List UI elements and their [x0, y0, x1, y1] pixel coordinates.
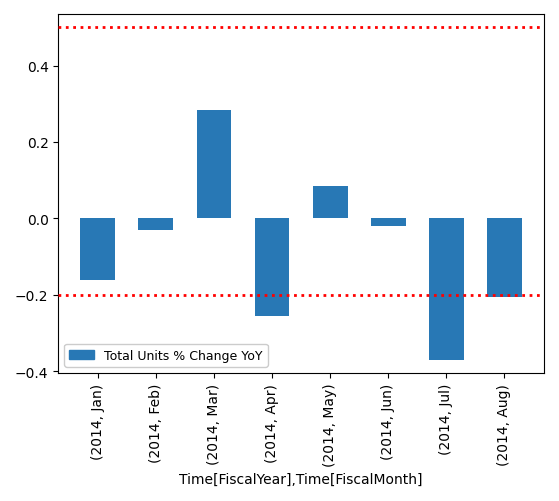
Bar: [312, 186, 348, 219]
Bar: [197, 110, 231, 219]
Bar: [487, 219, 522, 297]
Bar: [371, 219, 406, 226]
Bar: [429, 219, 464, 360]
X-axis label: Time[FiscalYear],Time[FiscalMonth]: Time[FiscalYear],Time[FiscalMonth]: [179, 472, 423, 486]
Bar: [80, 219, 115, 280]
Bar: [255, 219, 290, 316]
Legend: Total Units % Change YoY: Total Units % Change YoY: [64, 344, 268, 367]
Bar: [139, 219, 173, 230]
